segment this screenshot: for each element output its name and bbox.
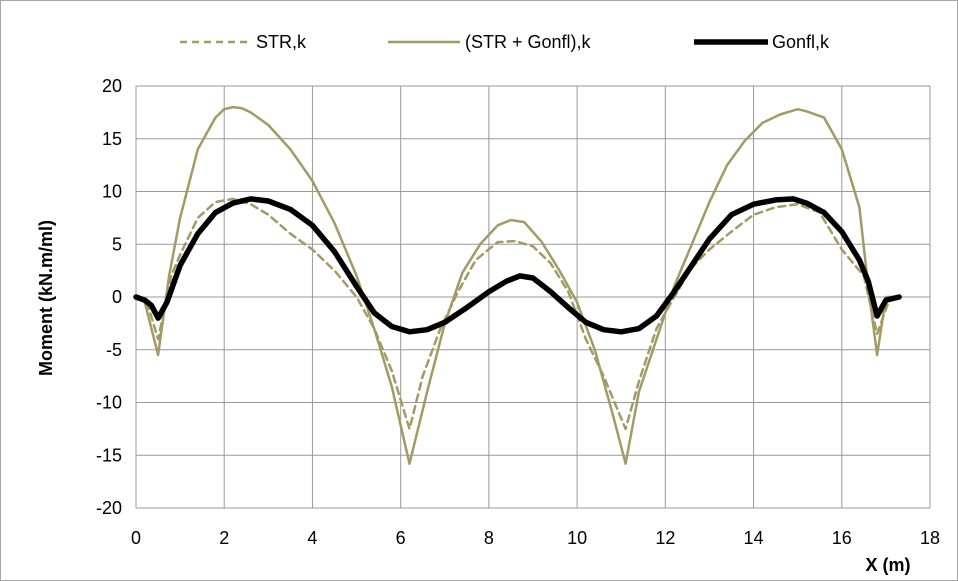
x-tick-label: 8 xyxy=(484,528,494,548)
series-line-1 xyxy=(134,105,901,465)
y-tick-label: -15 xyxy=(96,445,122,465)
y-tick-label: 15 xyxy=(102,129,122,149)
y-tick-label: -5 xyxy=(106,340,122,360)
y-tick-label: 5 xyxy=(112,234,122,254)
y-tick-label: -20 xyxy=(96,498,122,518)
x-tick-label: 12 xyxy=(655,528,675,548)
x-axis-title: X (m) xyxy=(866,555,911,575)
y-tick-label: -10 xyxy=(96,393,122,413)
x-tick-label: 4 xyxy=(307,528,317,548)
legend-label-2: Gonfl,k xyxy=(772,32,830,52)
x-tick-label: 6 xyxy=(396,528,406,548)
x-tick-label: 0 xyxy=(131,528,141,548)
series-line-0 xyxy=(134,197,901,431)
y-axis-title: Moment (kN.m/ml) xyxy=(36,220,56,376)
x-tick-label: 14 xyxy=(744,528,764,548)
x-tick-label: 16 xyxy=(832,528,852,548)
legend-label-0: STR,k xyxy=(256,32,307,52)
grid xyxy=(135,85,931,509)
legend: STR,k (STR + Gonfl),k Gonfl,k xyxy=(180,32,830,52)
series-lines xyxy=(133,105,902,465)
series-line-2 xyxy=(133,196,902,335)
legend-label-1: (STR + Gonfl),k xyxy=(465,32,592,52)
x-tick-label: 10 xyxy=(567,528,587,548)
y-tick-label: 20 xyxy=(102,76,122,96)
y-tick-label: 0 xyxy=(112,287,122,307)
x-tick-label: 2 xyxy=(219,528,229,548)
tick-labels: -20 -15 -10 -5 0 5 10 15 20 0 2 4 6 8 10 12 14 16 18 xyxy=(96,76,940,548)
x-tick-label: 18 xyxy=(920,528,940,548)
y-tick-label: 10 xyxy=(102,182,122,202)
